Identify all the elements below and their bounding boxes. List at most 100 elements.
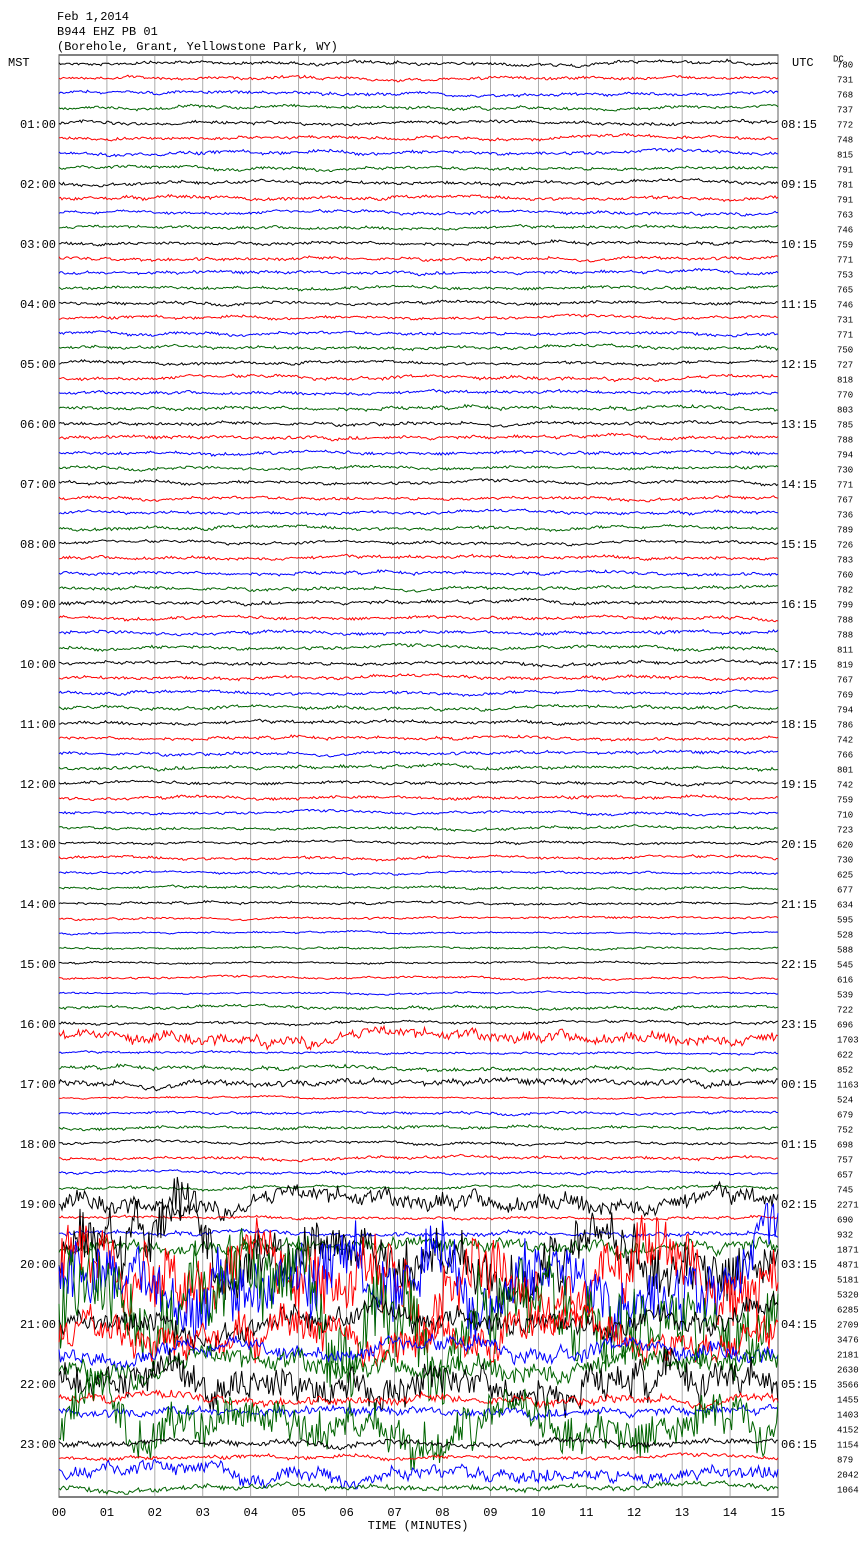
dc-value: 781 (837, 180, 853, 190)
dc-value: 752 (837, 1125, 853, 1135)
dc-value: 679 (837, 1110, 853, 1120)
dc-value: 1163 (837, 1080, 859, 1090)
title-line: Feb 1,2014 (57, 10, 129, 24)
trace (58, 808, 779, 817)
dc-value: 759 (837, 240, 853, 250)
dc-value: 722 (837, 1005, 853, 1015)
dc-value: 698 (837, 1140, 853, 1150)
mst-label: 15:00 (20, 958, 56, 972)
trace (58, 89, 779, 98)
dc-value: 788 (837, 435, 853, 445)
dc-value: 622 (837, 1050, 853, 1060)
utc-label: 09:15 (781, 178, 817, 192)
left-axis-title: MST (8, 56, 30, 70)
trace (58, 403, 779, 412)
trace (58, 1303, 779, 1368)
dc-value: 765 (837, 285, 853, 295)
dc-value: 760 (837, 570, 853, 580)
dc-value: 801 (837, 765, 853, 775)
trace (58, 762, 778, 772)
trace (58, 1291, 779, 1352)
x-tick-label: 03 (196, 1506, 210, 1520)
dc-value: 1703 (837, 1035, 859, 1045)
trace (58, 884, 779, 891)
dc-value: 1403 (837, 1410, 859, 1420)
trace (58, 1389, 779, 1410)
utc-label: 18:15 (781, 718, 817, 732)
trace (58, 449, 779, 457)
title-line: B944 EHZ PB 01 (57, 25, 158, 39)
dc-value: 723 (837, 825, 853, 835)
trace (59, 1227, 779, 1239)
dc-value: 753 (837, 270, 853, 280)
trace (58, 1049, 779, 1056)
utc-label: 21:15 (781, 898, 817, 912)
dc-value: 696 (837, 1020, 853, 1030)
trace (58, 703, 779, 712)
x-tick-label: 15 (771, 1506, 785, 1520)
trace (58, 568, 779, 577)
x-tick-label: 09 (483, 1506, 497, 1520)
mst-label: 05:00 (20, 358, 56, 372)
dc-value: 769 (837, 690, 853, 700)
mst-label: 18:00 (20, 1138, 56, 1152)
dc-value: 799 (837, 600, 853, 610)
trace (58, 148, 779, 158)
trace (58, 1479, 779, 1496)
trace (58, 1458, 779, 1490)
dc-value: 730 (837, 465, 853, 475)
x-tick-label: 04 (244, 1506, 258, 1520)
trace (58, 74, 779, 83)
trace (58, 1024, 779, 1051)
dc-value: 3566 (837, 1380, 859, 1390)
utc-label: 13:15 (781, 418, 817, 432)
dc-value: 771 (837, 255, 853, 265)
mst-label: 13:00 (20, 838, 56, 852)
dc-value: 731 (837, 315, 853, 325)
trace (58, 689, 779, 698)
trace (58, 58, 779, 69)
dc-value: 2181 (837, 1350, 859, 1360)
dc-value: 588 (837, 945, 853, 955)
mst-label: 14:00 (20, 898, 56, 912)
dc-value: 788 (837, 630, 853, 640)
trace (58, 1333, 779, 1372)
trace (58, 1183, 779, 1192)
x-tick-label: 00 (52, 1506, 66, 1520)
right-axis-title: UTC (792, 56, 814, 70)
trace (58, 1367, 779, 1471)
dc-value: 737 (837, 105, 853, 115)
dc-value: 690 (837, 1215, 853, 1225)
traces (58, 58, 779, 1496)
dc-value: 786 (837, 720, 853, 730)
dc-value: 791 (837, 165, 853, 175)
trace (58, 1235, 779, 1260)
utc-label: 14:15 (781, 478, 817, 492)
mst-label: 09:00 (20, 598, 56, 612)
x-tick-label: 06 (339, 1506, 353, 1520)
mst-label: 03:00 (20, 238, 56, 252)
mst-label: 06:00 (20, 418, 56, 432)
dc-value: 745 (837, 1185, 853, 1195)
dc-value: 819 (837, 660, 853, 670)
trace (58, 643, 779, 653)
dc-value: 5320 (837, 1290, 859, 1300)
x-tick-label: 05 (291, 1506, 305, 1520)
x-tick-label: 01 (100, 1506, 114, 1520)
dc-value: 634 (837, 900, 853, 910)
dc-value: 794 (837, 705, 853, 715)
utc-label: 17:15 (781, 658, 817, 672)
dc-value: 4871 (837, 1260, 859, 1270)
x-tick-label: 14 (723, 1506, 737, 1520)
x-tick-label: 07 (387, 1506, 401, 1520)
dc-value: 595 (837, 915, 853, 925)
dc-value: 2042 (837, 1470, 859, 1480)
mst-label: 08:00 (20, 538, 56, 552)
trace (58, 553, 779, 562)
mst-label: 22:00 (20, 1378, 56, 1392)
utc-label: 23:15 (781, 1018, 817, 1032)
x-tick-label: 12 (627, 1506, 641, 1520)
dc-value: 770 (837, 390, 853, 400)
dc-value: 5181 (837, 1275, 859, 1285)
